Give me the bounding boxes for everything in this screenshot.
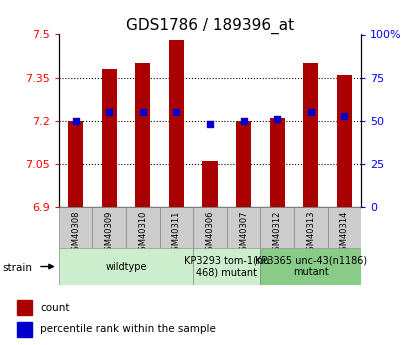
Point: [240, 118, 247, 124]
Point: [139, 109, 146, 115]
Point: [106, 109, 113, 115]
Text: KP3365 unc-43(n1186)
mutant: KP3365 unc-43(n1186) mutant: [255, 256, 367, 277]
Title: GDS1786 / 189396_at: GDS1786 / 189396_at: [126, 18, 294, 34]
Text: GSM40312: GSM40312: [273, 210, 282, 256]
Point: [173, 109, 180, 115]
Bar: [328, 207, 361, 248]
Bar: [193, 207, 227, 248]
Text: GSM40311: GSM40311: [172, 210, 181, 256]
Bar: [270, 118, 285, 207]
Bar: [92, 207, 126, 248]
Bar: [169, 40, 184, 207]
Bar: [135, 63, 150, 207]
Bar: [59, 207, 92, 248]
Point: [207, 121, 213, 127]
Text: GSM40306: GSM40306: [205, 210, 215, 256]
Point: [307, 109, 314, 115]
Bar: [160, 207, 193, 248]
Bar: [227, 207, 260, 248]
Bar: [202, 161, 218, 207]
Bar: [236, 121, 251, 207]
Bar: [16, 300, 32, 315]
Point: [341, 113, 348, 118]
Text: wildtype: wildtype: [105, 262, 147, 272]
Point: [274, 116, 281, 122]
Point: [72, 118, 79, 124]
Text: GSM40307: GSM40307: [239, 210, 248, 256]
Text: GSM40314: GSM40314: [340, 210, 349, 256]
Text: GSM40313: GSM40313: [306, 210, 315, 256]
Bar: [260, 207, 294, 248]
Bar: [59, 248, 193, 285]
Bar: [126, 207, 160, 248]
Bar: [193, 248, 260, 285]
Text: GSM40310: GSM40310: [138, 210, 147, 256]
Text: strain: strain: [2, 264, 32, 273]
Text: KP3293 tom-1(nu
468) mutant: KP3293 tom-1(nu 468) mutant: [184, 256, 270, 277]
Text: GSM40308: GSM40308: [71, 210, 80, 256]
Bar: [16, 322, 32, 337]
Bar: [260, 248, 361, 285]
Text: count: count: [40, 303, 70, 313]
Text: percentile rank within the sample: percentile rank within the sample: [40, 325, 216, 334]
Text: GSM40309: GSM40309: [105, 210, 114, 256]
Bar: [68, 121, 83, 207]
Bar: [337, 75, 352, 207]
Bar: [294, 207, 328, 248]
Bar: [303, 63, 318, 207]
Bar: [102, 69, 117, 207]
